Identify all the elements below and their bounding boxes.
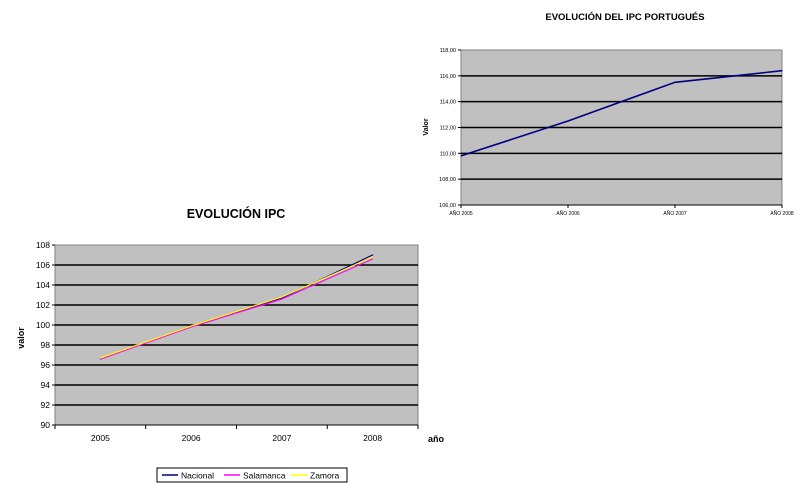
chart-evolucion-ipc: EVOLUCIÓN IPC valor año 90 92 94 96 98 100 102… bbox=[16, 206, 445, 483]
chart-title: EVOLUCIÓN IPC bbox=[187, 206, 286, 221]
plot-area bbox=[54, 244, 419, 426]
series-lines bbox=[99, 254, 374, 360]
y-tick-label: 92 bbox=[41, 400, 51, 410]
legend-label: Nacional bbox=[181, 471, 214, 481]
data-point bbox=[99, 357, 101, 359]
series-line-zamora bbox=[100, 256, 373, 359]
gridlines bbox=[55, 264, 418, 406]
chart-ipc-portugues: EVOLUCIÓN DEL IPC PORTUGUÉS Valor 106,00… bbox=[423, 11, 794, 217]
y-tick-label: 112,00 bbox=[440, 125, 456, 131]
data-point bbox=[781, 70, 783, 72]
y-tick-label: 96 bbox=[41, 360, 51, 370]
series-line-salamanca bbox=[100, 258, 373, 360]
data-point bbox=[674, 81, 676, 83]
series-lines bbox=[460, 69, 783, 157]
data-point bbox=[99, 358, 101, 360]
y-tick-label: 94 bbox=[41, 380, 51, 390]
legend-box bbox=[156, 467, 348, 483]
series-line bbox=[460, 69, 783, 157]
y-tick-label: 114,00 bbox=[440, 100, 456, 106]
x-tick-labels: AÑO 2005 AÑO 2006 AÑO 2007 AÑO 2008 bbox=[449, 204, 794, 217]
x-tick-label: AÑO 2005 bbox=[449, 210, 473, 217]
y-tick-label: 106,00 bbox=[439, 203, 456, 209]
y-tick-label: 90 bbox=[41, 420, 51, 430]
data-point bbox=[190, 325, 192, 327]
data-point bbox=[567, 120, 569, 122]
data-point bbox=[281, 298, 283, 300]
x-tick-label: 2008 bbox=[363, 433, 382, 443]
y-tick-label: 116,00 bbox=[440, 74, 456, 80]
y-tick-label: 98 bbox=[41, 340, 51, 350]
y-tick-label: 110,00 bbox=[440, 151, 456, 157]
y-tick-labels: 90 92 94 96 98 100 102 104 106 108 bbox=[36, 240, 55, 430]
x-tick-label: 2007 bbox=[272, 433, 291, 443]
legend: Nacional Salamanca Zamora bbox=[156, 467, 348, 483]
data-point bbox=[460, 155, 462, 157]
data-point bbox=[372, 254, 374, 256]
x-tick-label: AÑO 2006 bbox=[556, 210, 580, 217]
x-tick-label: 2005 bbox=[91, 433, 110, 443]
chart-title: EVOLUCIÓN DEL IPC PORTUGUÉS bbox=[545, 11, 704, 23]
data-point bbox=[281, 296, 283, 298]
x-tick-label: 2006 bbox=[182, 433, 201, 443]
legend-label: Zamora bbox=[310, 471, 340, 481]
y-tick-label: 102 bbox=[36, 300, 50, 310]
y-tick-labels: 106,00 108,00 110,00 112,00 114,00 116,00 118,… bbox=[439, 48, 461, 209]
y-axis-label: Valor bbox=[423, 118, 430, 135]
x-axis-label: año bbox=[428, 434, 445, 444]
y-tick-label: 108,00 bbox=[439, 177, 456, 183]
x-tick-labels: 2005 2006 2007 2008 bbox=[54, 424, 419, 443]
y-tick-label: 104 bbox=[36, 280, 50, 290]
x-tick-label: AÑO 2007 bbox=[663, 210, 687, 217]
data-point bbox=[372, 258, 374, 260]
data-point bbox=[372, 256, 374, 258]
y-tick-label: 108 bbox=[36, 240, 50, 250]
y-tick-label: 106 bbox=[36, 260, 50, 270]
y-tick-label: 100 bbox=[36, 320, 50, 330]
x-tick-label: AÑO 2008 bbox=[770, 210, 794, 217]
legend-label: Salamanca bbox=[243, 471, 286, 481]
y-tick-label: 118,00 bbox=[440, 48, 456, 54]
y-axis-label: valor bbox=[16, 327, 26, 349]
